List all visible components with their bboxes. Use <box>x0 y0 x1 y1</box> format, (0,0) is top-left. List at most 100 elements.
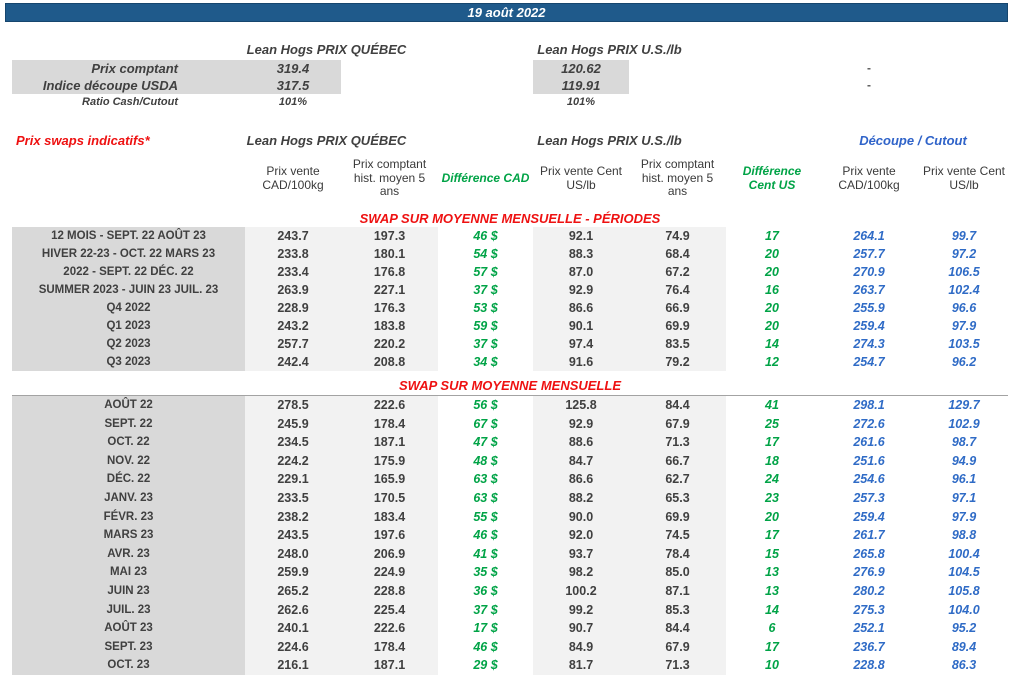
table-row: AOÛT 22 278.5 222.6 56 $ 125.8 84.4 41 298.1 129… <box>12 396 1008 415</box>
cell: 88.6 <box>533 433 629 452</box>
cell: 36 $ <box>473 583 498 598</box>
cell: 53 $ <box>473 301 498 315</box>
column-header: Différence Cent US <box>742 164 802 192</box>
cell: 17 <box>765 229 779 243</box>
row-label: MAI 23 <box>12 563 245 582</box>
cell: 87.1 <box>629 581 726 601</box>
cell: 254.6 <box>853 472 885 487</box>
cell: 63 $ <box>473 490 498 505</box>
cell: 180.1 <box>341 245 438 263</box>
cell: 187.1 <box>341 433 438 452</box>
cell: 263.7 <box>853 283 885 297</box>
cell: 257.7 <box>853 247 885 261</box>
cell: 20 <box>765 301 779 315</box>
cell: 46 $ <box>473 528 498 543</box>
cell: 170.5 <box>341 488 438 508</box>
cell: 97.2 <box>951 247 977 261</box>
row-label: JANV. 23 <box>12 488 245 508</box>
table-row: FÉVR. 23 238.2 183.4 55 $ 90.0 69.9 20 259.4 97.… <box>12 507 1008 527</box>
cell: 183.4 <box>341 507 438 527</box>
cell: 98.7 <box>951 435 977 450</box>
cell: 54 $ <box>473 247 498 261</box>
spot-label: Prix comptant <box>12 60 245 77</box>
cell: 55 $ <box>473 509 498 524</box>
table-row: SEPT. 23 224.6 178.4 46 $ 84.9 67.9 17 236.7 89.… <box>12 637 1008 657</box>
table-row: 12 MOIS - SEPT. 22 AOÛT 23 243.7 197.3 46 $… <box>12 227 1008 245</box>
spot-quebec-header: Lean Hogs PRIX QUÉBEC <box>246 42 407 57</box>
cell: 224.2 <box>245 451 341 471</box>
cell: 92.9 <box>533 414 629 434</box>
column-header: Prix comptant hist. moyen 5 ans <box>640 157 715 199</box>
cell: 276.9 <box>853 565 885 580</box>
cell: 165.9 <box>341 470 438 489</box>
cell: 233.4 <box>245 263 341 281</box>
cell: 29 $ <box>473 658 498 673</box>
cell: 88.2 <box>533 488 629 508</box>
spot-qc-value: 319.4 <box>245 60 341 77</box>
cell: 46 $ <box>473 639 498 654</box>
cell: 48 $ <box>473 453 498 468</box>
cell: 228.8 <box>853 658 885 673</box>
cell: 79.2 <box>629 353 726 371</box>
cell: 224.9 <box>341 563 438 582</box>
cell: 245.9 <box>245 414 341 434</box>
cell: 265.8 <box>853 546 885 561</box>
cell: 262.6 <box>245 600 341 620</box>
cell: 85.3 <box>629 600 726 620</box>
cell: 41 $ <box>473 546 498 561</box>
cell: 228.9 <box>245 299 341 317</box>
spot-row-cutout-index: Indice découpe USDA 317.5 119.91 - <box>12 77 1008 94</box>
spot-cutout-value: - <box>867 78 871 92</box>
cell: 261.7 <box>853 528 885 543</box>
column-header: Prix comptant hist. moyen 5 ans <box>352 157 427 199</box>
cell: 69.9 <box>629 317 726 335</box>
cell: 84.7 <box>533 451 629 471</box>
cell: 97.1 <box>951 490 977 505</box>
cell: 24 <box>765 472 779 487</box>
cell: 106.5 <box>948 265 980 279</box>
section-title-periods: SWAP SUR MOYENNE MENSUELLE - PÉRIODES <box>359 211 661 226</box>
cell: 25 <box>765 416 779 431</box>
cell: 97.9 <box>951 509 977 524</box>
cell: 78.4 <box>629 544 726 564</box>
row-label: Q4 2022 <box>12 299 245 317</box>
cell: 35 $ <box>473 565 498 580</box>
cell: 56 $ <box>473 398 498 412</box>
cell: 88.3 <box>533 245 629 263</box>
cell: 57 $ <box>473 265 498 279</box>
cell: 225.4 <box>341 600 438 620</box>
cell: 240.1 <box>245 619 341 638</box>
table-row: SEPT. 22 245.9 178.4 67 $ 92.9 67.9 25 272.6 102… <box>12 414 1008 434</box>
column-header: Prix vente Cent US/lb <box>922 164 1006 192</box>
cell: 216.1 <box>245 656 341 675</box>
cell: 100.4 <box>948 546 980 561</box>
cell: 275.3 <box>853 602 885 617</box>
cell: 243.7 <box>245 227 341 245</box>
cell: 47 $ <box>473 435 498 450</box>
spot-qc-value: 101% <box>278 96 308 108</box>
cell: 229.1 <box>245 470 341 489</box>
cell: 238.2 <box>245 507 341 527</box>
cell: 90.7 <box>533 619 629 638</box>
cell: 41 <box>765 398 779 412</box>
cell: 298.1 <box>853 398 885 412</box>
table-row: MARS 23 243.5 197.6 46 $ 92.0 74.5 17 261.7 98.8 <box>12 526 1008 545</box>
cell: 96.6 <box>951 301 977 315</box>
cell: 103.5 <box>948 337 980 351</box>
cell: 69.9 <box>629 507 726 527</box>
spot-row-ratio: Ratio Cash/Cutout 101% 101% <box>12 94 1008 110</box>
cell: 100.2 <box>533 581 629 601</box>
cell: 175.9 <box>341 451 438 471</box>
cell: 280.2 <box>853 583 885 598</box>
cell: 243.5 <box>245 526 341 545</box>
periods-table: 12 MOIS - SEPT. 22 AOÛT 23 243.7 197.3 46 $… <box>12 227 1008 371</box>
cell: 98.2 <box>533 563 629 582</box>
cell: 208.8 <box>341 353 438 371</box>
table-row: AOÛT 23 240.1 222.6 17 $ 90.7 84.4 6 252.1 95.2 <box>12 619 1008 638</box>
cell: 95.2 <box>951 621 977 636</box>
cell: 94.9 <box>951 453 977 468</box>
cell: 236.7 <box>853 639 885 654</box>
row-label: FÉVR. 23 <box>12 507 245 527</box>
cell: 261.6 <box>853 435 885 450</box>
row-label: 12 MOIS - SEPT. 22 AOÛT 23 <box>12 227 245 245</box>
